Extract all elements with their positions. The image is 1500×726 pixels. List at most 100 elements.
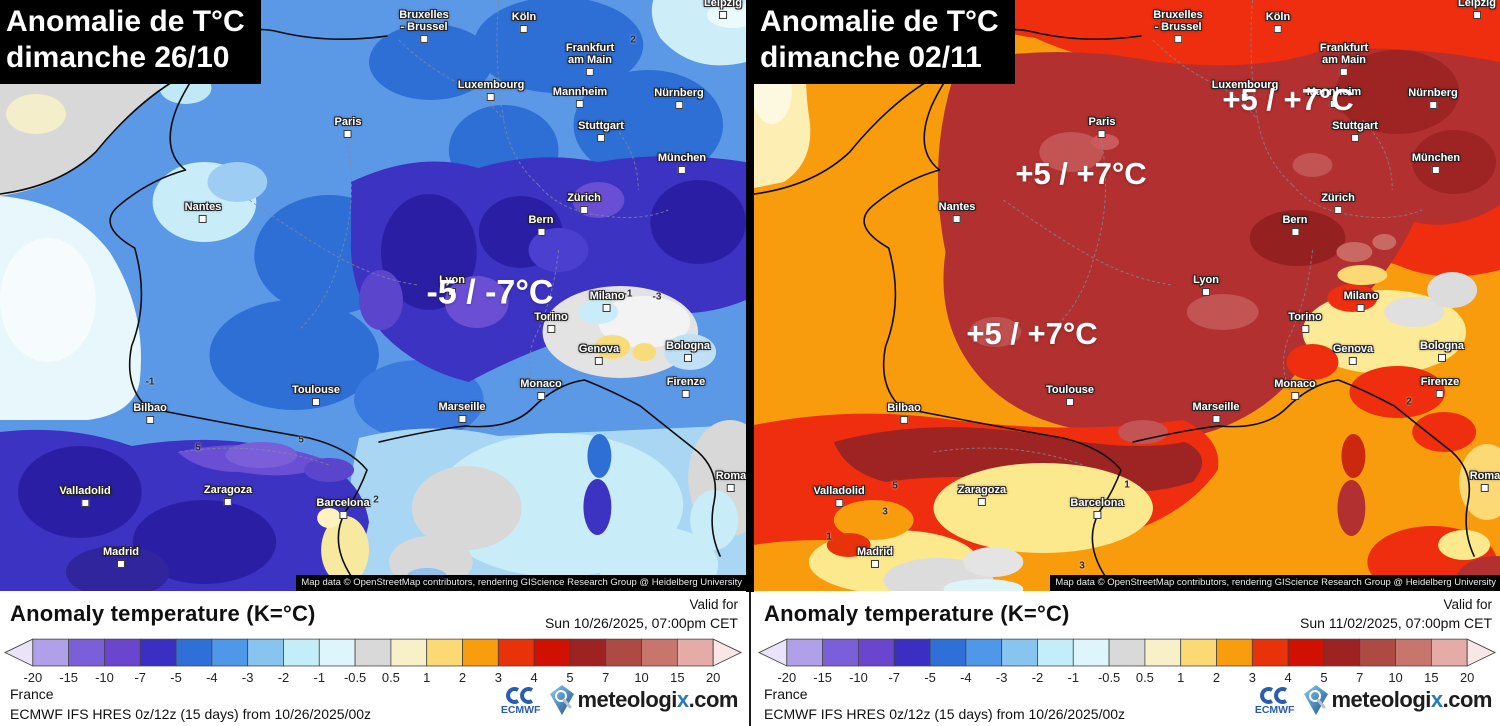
- svg-text:-4: -4: [960, 670, 972, 685]
- contour-label: 2: [1406, 396, 1412, 408]
- svg-text:20: 20: [706, 670, 720, 685]
- svg-text:-3: -3: [996, 670, 1008, 685]
- contour-label: 1: [826, 531, 832, 543]
- svg-text:0.5: 0.5: [382, 670, 400, 685]
- svg-text:5: 5: [566, 670, 573, 685]
- map-attribution: Map data © OpenStreetMap contributors, r…: [296, 575, 746, 591]
- brand-text: meteologix.com: [1331, 687, 1492, 712]
- meteologix-logo: meteologix.com: [1304, 685, 1493, 715]
- svg-text:-15: -15: [59, 670, 78, 685]
- panel-title-line1: Anomalie de T°C: [760, 5, 999, 38]
- region-label: France: [10, 686, 54, 702]
- model-run-label: ECMWF IFS HRES 0z/12z (15 days) from 10/…: [764, 706, 1126, 723]
- meteologix-kite-icon: [550, 685, 575, 715]
- svg-text:15: 15: [1424, 670, 1438, 685]
- contour-label: -3: [652, 291, 662, 303]
- annotation-layer: -5 / -7°C 2 -1 5 5 2 -1 -3: [0, 0, 746, 591]
- contour-label: 2: [630, 34, 636, 46]
- svg-text:4: 4: [531, 670, 538, 685]
- anomaly-annotation: +5 / +7°C: [966, 316, 1098, 351]
- legend: Anomaly temperature (K=°C) Valid for Sun…: [0, 591, 746, 726]
- panel-title-line1: Anomalie de T°C: [6, 5, 245, 38]
- contour-label: 5: [298, 434, 304, 446]
- svg-text:1: 1: [1177, 670, 1184, 685]
- svg-text:3: 3: [495, 670, 502, 685]
- panel-dimanche-02-11: Leipzig Bruxelles - Brussel Köln Frankfurt …: [754, 0, 1500, 726]
- contour-label: -1: [145, 376, 155, 388]
- anomaly-map-raster: [754, 0, 1500, 591]
- anomaly-map: Leipzig Bruxelles - Brussel Köln Frankfurt …: [0, 0, 746, 591]
- logos: ECMWF meteologix.com: [500, 685, 739, 716]
- panel-title-line2: dimanche 02/11: [760, 41, 982, 74]
- contour-label: 3: [882, 506, 888, 518]
- svg-text:1: 1: [423, 670, 430, 685]
- ecmwf-mark-icon: [1259, 686, 1287, 704]
- model-info-block: France ECMWF IFS HRES 0z/12z (15 days) f…: [764, 684, 1125, 725]
- svg-text:-5: -5: [170, 670, 181, 685]
- valid-datetime: Sun 10/26/2025, 07:00pm CET: [544, 614, 738, 631]
- model-run-label: ECMWF IFS HRES 0z/12z (15 days) from 10/…: [10, 706, 372, 723]
- anomaly-annotation: +5 / +7°C: [1222, 82, 1354, 117]
- svg-text:-2: -2: [1032, 670, 1044, 685]
- annotation-layer: +5 / +7°C +5 / +7°C +5 / +7°C 5 3 1 3 2 1: [754, 0, 1500, 591]
- anomaly-map: Leipzig Bruxelles - Brussel Köln Frankfurt …: [754, 0, 1500, 591]
- contour-label: 2: [373, 494, 379, 506]
- color-scale: -20 -15 -10 -7 -5 -4 -3 -2 -1 -0.5 0.5 1 2 3 4 5 7 10 15 20: [0, 637, 746, 685]
- svg-text:-4: -4: [206, 670, 218, 685]
- svg-text:4: 4: [1285, 670, 1292, 685]
- ecmwf-label: ECMWF: [1254, 703, 1295, 716]
- svg-text:-5: -5: [924, 670, 935, 685]
- contour-label: -1: [623, 288, 633, 300]
- meteologix-logo: meteologix.com: [550, 685, 739, 715]
- valid-for-block: Valid for Sun 11/02/2025, 07:00pm CET: [1300, 596, 1492, 632]
- ecmwf-logo: ECMWF: [500, 686, 541, 716]
- legend-title: Anomaly temperature (K=°C): [764, 601, 1070, 626]
- anomaly-annotation: -5 / -7°C: [426, 273, 554, 312]
- valid-for-label: Valid for: [689, 597, 738, 612]
- svg-text:-20: -20: [777, 670, 796, 685]
- svg-text:3: 3: [1249, 670, 1256, 685]
- panel-dimanche-26-10: Leipzig Bruxelles - Brussel Köln Frankfurt …: [0, 0, 746, 726]
- svg-text:-10: -10: [849, 670, 868, 685]
- panel-divider: [746, 0, 754, 592]
- svg-text:-10: -10: [95, 670, 114, 685]
- valid-for-block: Valid for Sun 10/26/2025, 07:00pm CET: [545, 596, 738, 632]
- region-label: France: [764, 686, 808, 702]
- svg-text:-1: -1: [1068, 670, 1080, 685]
- svg-text:-3: -3: [242, 670, 254, 685]
- svg-text:-2: -2: [278, 670, 290, 685]
- svg-text:15: 15: [670, 670, 684, 685]
- ecmwf-logo: ECMWF: [1254, 686, 1295, 716]
- svg-text:-7: -7: [888, 670, 900, 685]
- svg-text:20: 20: [1460, 670, 1474, 685]
- svg-text:0.5: 0.5: [1136, 670, 1154, 685]
- svg-text:-20: -20: [23, 670, 42, 685]
- svg-text:2: 2: [1213, 670, 1220, 685]
- contour-label: 5: [195, 442, 201, 454]
- ecmwf-label: ECMWF: [500, 703, 541, 716]
- legend-divider: [749, 592, 751, 726]
- svg-text:-0.5: -0.5: [344, 670, 366, 685]
- svg-text:10: 10: [634, 670, 648, 685]
- svg-text:7: 7: [1356, 670, 1363, 685]
- valid-for-label: Valid for: [1443, 597, 1492, 612]
- color-scale: -20 -15 -10 -7 -5 -4 -3 -2 -1 -0.5 0.5 1 2 3 4 5 7 10 15 20: [754, 637, 1500, 685]
- panel-title: Anomalie de T°C dimanche 02/11: [754, 0, 1015, 84]
- legend: Anomaly temperature (K=°C) Valid for Sun…: [754, 591, 1500, 726]
- svg-text:-7: -7: [134, 670, 146, 685]
- logos: ECMWF meteologix.com: [1254, 685, 1493, 716]
- brand-text: meteologix.com: [577, 687, 738, 712]
- panel-title-line2: dimanche 26/10: [6, 41, 230, 74]
- anomaly-annotation: +5 / +7°C: [1015, 156, 1147, 191]
- meteologix-kite-icon: [1304, 685, 1329, 715]
- svg-text:7: 7: [602, 670, 609, 685]
- svg-text:2: 2: [459, 670, 466, 685]
- legend-title: Anomaly temperature (K=°C): [10, 601, 316, 626]
- panel-title: Anomalie de T°C dimanche 26/10: [0, 0, 261, 84]
- svg-text:-1: -1: [314, 670, 326, 685]
- contour-label: 1: [1124, 479, 1130, 491]
- svg-text:-15: -15: [813, 670, 832, 685]
- contour-label: 3: [1079, 560, 1085, 572]
- ecmwf-mark-icon: [505, 686, 533, 704]
- model-info-block: France ECMWF IFS HRES 0z/12z (15 days) f…: [10, 684, 371, 725]
